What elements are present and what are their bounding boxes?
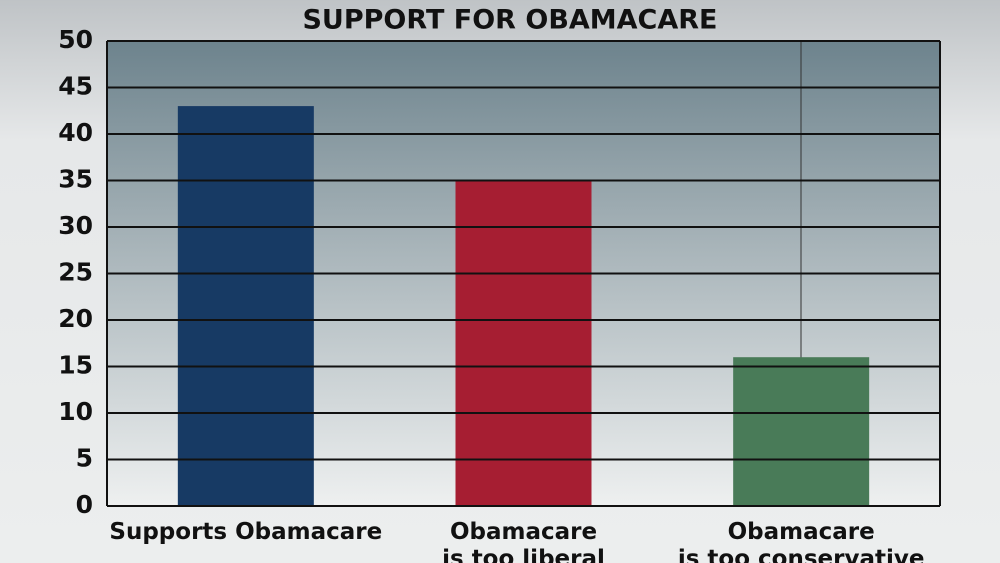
y-tick-label: 50	[58, 25, 93, 54]
chart-title: SUPPORT FOR OBAMACARE	[302, 5, 717, 36]
y-tick-label: 10	[58, 397, 93, 426]
y-tick-label: 5	[76, 444, 93, 473]
y-tick-label: 25	[58, 258, 93, 287]
bar	[455, 180, 592, 506]
y-tick-label: 35	[58, 165, 93, 194]
x-tick-label: Obamacare is too liberal	[442, 519, 605, 563]
x-tick-label: Supports Obamacare	[109, 519, 383, 545]
y-tick-label: 20	[58, 304, 93, 333]
y-tick-label: 30	[58, 211, 93, 240]
y-tick-label: 40	[58, 118, 93, 147]
y-tick-label: 15	[58, 351, 93, 380]
bar	[733, 357, 870, 506]
y-tick-label: 45	[58, 72, 93, 101]
y-tick-label: 0	[76, 490, 93, 519]
bar	[177, 106, 314, 506]
x-tick-label: Obamacare is too conservative	[677, 519, 925, 563]
